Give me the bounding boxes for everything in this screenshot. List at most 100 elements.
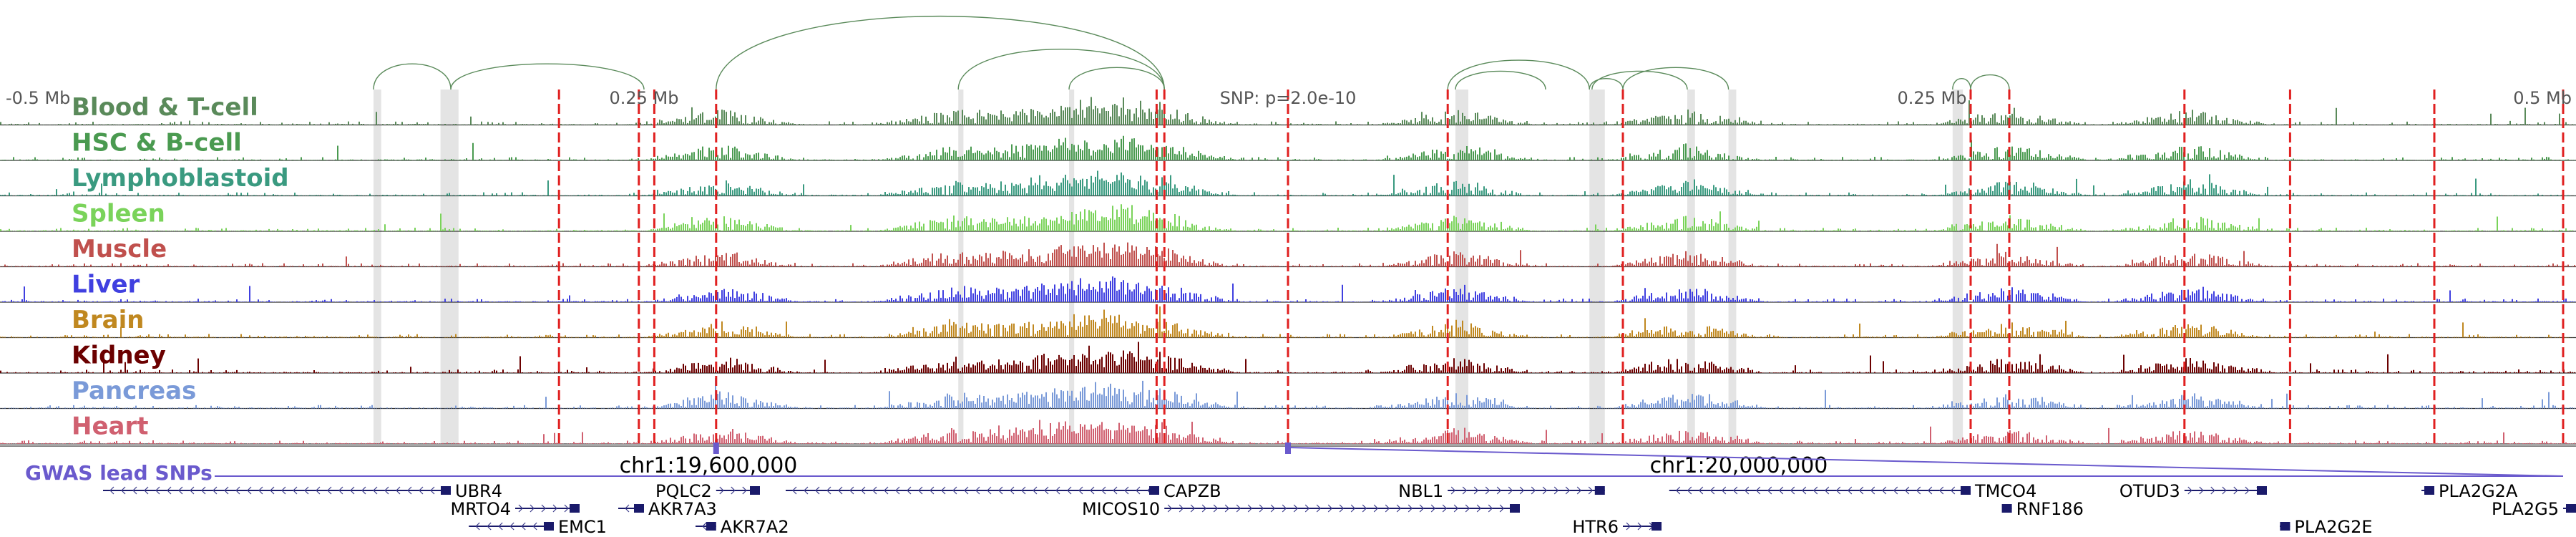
strand-arrow	[907, 486, 912, 495]
interaction-arc	[1068, 67, 1165, 90]
gene-exon	[634, 504, 644, 513]
strand-arrow	[804, 486, 809, 495]
strand-arrow	[1044, 486, 1049, 495]
strand-arrow	[1732, 486, 1738, 495]
strand-arrow	[407, 486, 412, 495]
gene-exon	[750, 486, 760, 495]
strand-arrow	[838, 486, 843, 495]
strand-arrow	[1316, 504, 1322, 513]
strand-arrow	[1270, 504, 1276, 513]
strand-arrow	[1755, 486, 1761, 495]
gene: UBR4	[103, 481, 502, 501]
gene: PLA2G2A	[2421, 481, 2518, 501]
scale-tick-label: 0.25 Mb	[1897, 88, 1966, 108]
scale-tick-label: 0.5 Mb	[2513, 88, 2572, 108]
strand-arrow	[1870, 486, 1875, 495]
gene-exon	[1594, 486, 1605, 495]
strand-arrow	[1124, 486, 1129, 495]
strand-arrow	[1304, 504, 1310, 513]
strand-arrow	[849, 486, 854, 495]
strand-arrow	[1407, 504, 1413, 513]
strand-arrow	[1531, 486, 1536, 495]
strand-arrow	[487, 522, 492, 531]
interaction-arc	[373, 63, 452, 90]
strand-arrow	[1010, 486, 1015, 495]
gene: CAPZB	[786, 481, 1221, 501]
gene-exon	[2566, 504, 2576, 513]
strand-arrow	[270, 486, 275, 495]
interaction-arc	[1589, 77, 1624, 90]
strand-arrow	[178, 486, 183, 495]
strand-arrow	[361, 486, 366, 495]
strand-arrow	[1858, 486, 1864, 495]
strand-arrow	[509, 522, 514, 531]
strand-arrow	[1190, 504, 1196, 513]
gene-label: NBL1	[1398, 481, 1443, 501]
gene: EMC1	[469, 517, 607, 537]
strand-arrow	[1385, 504, 1390, 513]
strand-arrow	[1778, 486, 1784, 495]
strand-arrow	[2233, 486, 2238, 495]
interaction-arc	[957, 49, 1165, 90]
interaction-arc	[1622, 67, 1729, 90]
strand-arrow	[530, 504, 535, 513]
gene: NBL1	[1398, 481, 1605, 501]
track-label: Spleen	[72, 200, 165, 228]
scale-tick-label: SNP: p=2.0e-10	[1220, 88, 1357, 108]
coordinate-label: chr1:19,600,000	[620, 453, 798, 478]
snp-lines	[557, 90, 2565, 444]
strand-arrow	[998, 486, 1003, 495]
gene-exon	[1652, 522, 1662, 531]
strand-arrow	[213, 486, 218, 495]
strand-arrow	[419, 486, 424, 495]
strand-arrow	[327, 486, 332, 495]
gene: HTR6	[1572, 517, 1662, 537]
strand-arrow	[1021, 486, 1026, 495]
track-label: Liver	[72, 271, 140, 299]
strand-arrow	[1453, 504, 1459, 513]
strand-arrow	[350, 486, 355, 495]
strand-arrow	[1339, 504, 1345, 513]
strand-arrow	[1767, 486, 1772, 495]
gene-exon	[2001, 504, 2012, 513]
gwas-snp-marker	[713, 442, 719, 454]
strand-arrow	[167, 486, 172, 495]
strand-arrow	[384, 486, 389, 495]
strand-arrow	[541, 504, 546, 513]
strand-arrow	[1462, 486, 1468, 495]
strand-arrow	[2222, 486, 2227, 495]
strand-arrow	[304, 486, 309, 495]
gene-label: PLA2G2E	[2294, 517, 2372, 537]
strand-arrow	[1508, 486, 1513, 495]
strand-arrow	[702, 522, 707, 531]
interaction-arc	[1591, 70, 1688, 90]
strand-arrow	[396, 486, 401, 495]
strand-arrow	[1327, 504, 1333, 513]
strand-arrow	[132, 486, 137, 495]
strand-arrow	[2245, 486, 2250, 495]
strand-arrow	[1499, 504, 1505, 513]
strand-arrow	[625, 504, 630, 513]
strand-arrow	[1675, 486, 1681, 495]
strand-arrow	[1519, 486, 1525, 495]
gene-label: PLA2G5	[2492, 499, 2559, 519]
strand-arrow	[1101, 486, 1106, 495]
gene: PLA2G2E	[2280, 517, 2373, 537]
scale-tick-label: 0.25 Mb	[609, 88, 678, 108]
strand-arrow	[1373, 504, 1379, 513]
gene-exon	[1961, 486, 1971, 495]
gene-exon	[2257, 486, 2267, 495]
strand-arrow	[235, 486, 240, 495]
interaction-arc	[1447, 59, 1590, 90]
strand-arrow	[1473, 486, 1479, 495]
gene-label: UBR4	[455, 481, 502, 501]
gwas-snp-marker	[1285, 442, 1291, 454]
gene: RNF186	[2001, 499, 2084, 519]
strand-arrow	[224, 486, 229, 495]
strand-arrow	[1362, 504, 1367, 513]
signal-track	[0, 135, 2576, 161]
strand-arrow	[1488, 504, 1493, 513]
strand-arrow	[121, 486, 126, 495]
